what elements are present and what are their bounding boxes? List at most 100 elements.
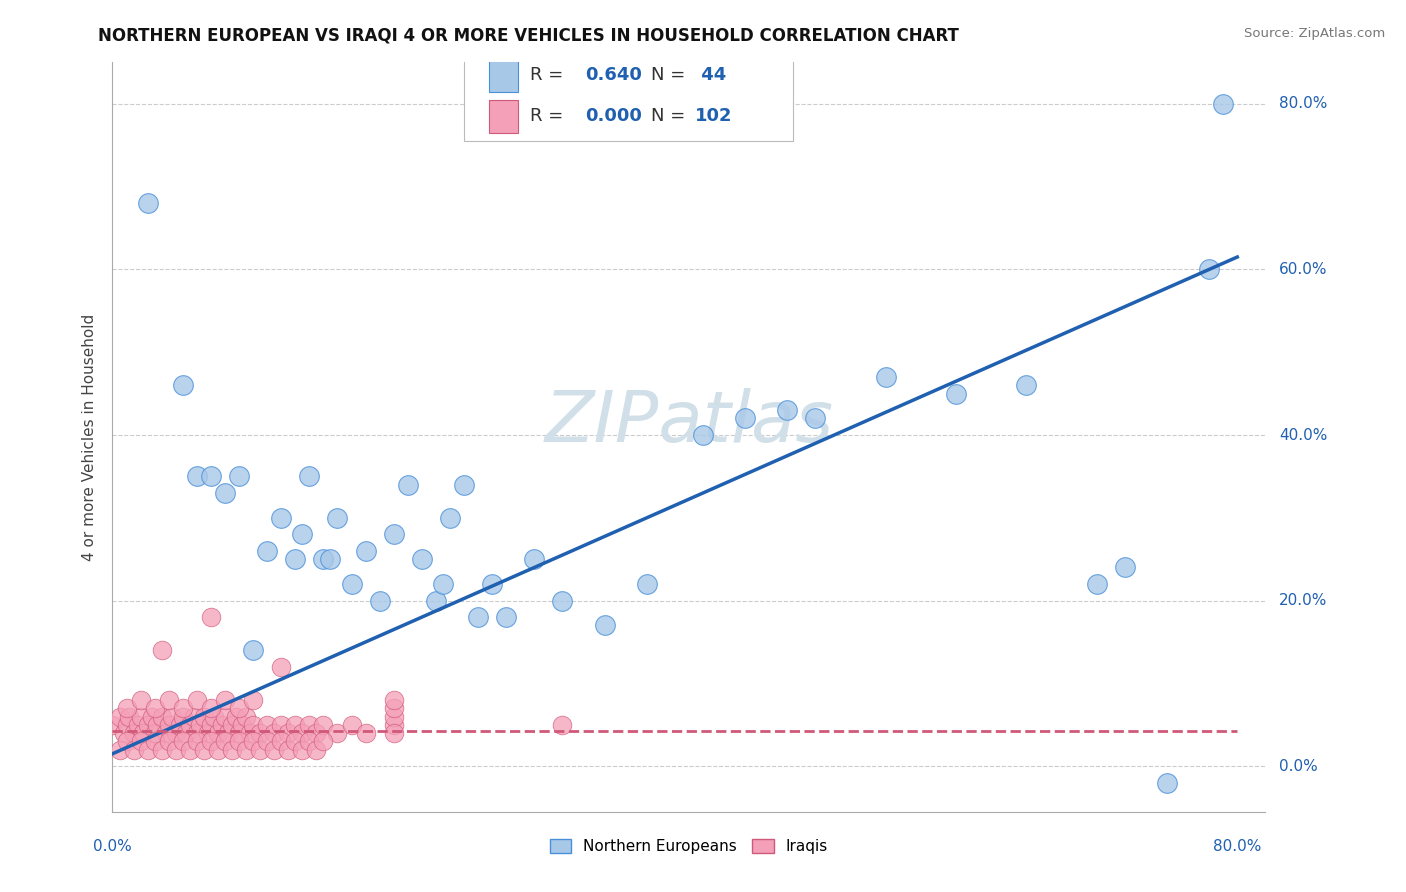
Point (200, 718, 222, 732)
Point (211, 718, 233, 732)
Point (396, 477, 419, 491)
Point (214, 709, 236, 723)
Point (235, 709, 257, 723)
Text: 80.0%: 80.0% (1279, 96, 1327, 112)
Point (382, 693, 405, 707)
Text: 0.640: 0.640 (585, 66, 643, 84)
Point (291, 742, 314, 756)
Point (776, 403, 799, 417)
Point (115, 701, 138, 715)
Point (122, 726, 145, 740)
Point (382, 709, 405, 723)
Point (127, 718, 149, 732)
Point (382, 701, 405, 715)
Point (277, 742, 299, 756)
Point (143, 726, 166, 740)
Point (239, 726, 262, 740)
Point (945, 386, 967, 401)
Point (214, 693, 236, 707)
Point (172, 701, 194, 715)
Point (200, 610, 222, 624)
Text: 20.0%: 20.0% (1279, 593, 1327, 608)
Point (157, 693, 180, 707)
Point (186, 469, 208, 483)
Point (108, 742, 131, 756)
Point (340, 577, 363, 591)
Point (179, 718, 201, 732)
Point (1156, 776, 1178, 790)
Point (495, 610, 517, 624)
Point (875, 370, 897, 384)
Point (326, 510, 349, 524)
Point (692, 428, 714, 442)
Text: R =: R = (530, 107, 569, 126)
Point (340, 718, 363, 732)
Point (439, 510, 461, 524)
Point (143, 734, 166, 748)
Point (382, 718, 405, 732)
Point (150, 643, 173, 657)
Point (1212, 96, 1234, 111)
Point (298, 734, 321, 748)
Point (326, 726, 349, 740)
Point (179, 742, 201, 756)
Point (432, 577, 454, 591)
Point (188, 718, 211, 732)
Point (453, 477, 475, 491)
Point (155, 726, 177, 740)
Point (136, 742, 159, 756)
Point (256, 718, 278, 732)
Text: R =: R = (530, 66, 569, 84)
Point (249, 742, 271, 756)
Point (382, 726, 405, 740)
Point (235, 742, 257, 756)
Point (270, 660, 292, 674)
Point (284, 718, 307, 732)
FancyBboxPatch shape (489, 100, 519, 133)
Point (136, 718, 159, 732)
Point (354, 726, 377, 740)
Point (129, 709, 152, 723)
Text: 0.0%: 0.0% (93, 839, 132, 855)
Point (197, 726, 219, 740)
Point (242, 693, 264, 707)
Point (221, 718, 243, 732)
Point (112, 726, 135, 740)
Text: 102: 102 (695, 107, 733, 126)
Point (354, 544, 377, 558)
Point (193, 709, 215, 723)
Point (1085, 577, 1108, 591)
Y-axis label: 4 or more Vehicles in Household: 4 or more Vehicles in Household (82, 313, 97, 561)
Point (141, 709, 163, 723)
Point (146, 718, 169, 732)
Point (129, 734, 152, 748)
Point (636, 577, 658, 591)
Point (217, 726, 239, 740)
Point (228, 469, 250, 483)
Point (256, 544, 278, 558)
Point (193, 742, 215, 756)
Point (231, 718, 253, 732)
Point (172, 709, 194, 723)
Point (1198, 262, 1220, 277)
Point (305, 742, 328, 756)
Point (150, 709, 173, 723)
Point (298, 469, 321, 483)
Point (183, 709, 205, 723)
Point (291, 726, 314, 740)
Point (256, 734, 278, 748)
Point (312, 552, 335, 566)
Point (270, 734, 292, 748)
Point (242, 718, 264, 732)
Point (207, 726, 229, 740)
Point (169, 718, 191, 732)
Point (225, 709, 247, 723)
Point (172, 734, 194, 748)
Point (200, 701, 222, 715)
Point (228, 701, 250, 715)
Text: 0.000: 0.000 (585, 107, 643, 126)
Point (143, 701, 166, 715)
Point (305, 726, 328, 740)
Point (551, 593, 574, 607)
Text: ZIPatlas: ZIPatlas (544, 388, 834, 457)
